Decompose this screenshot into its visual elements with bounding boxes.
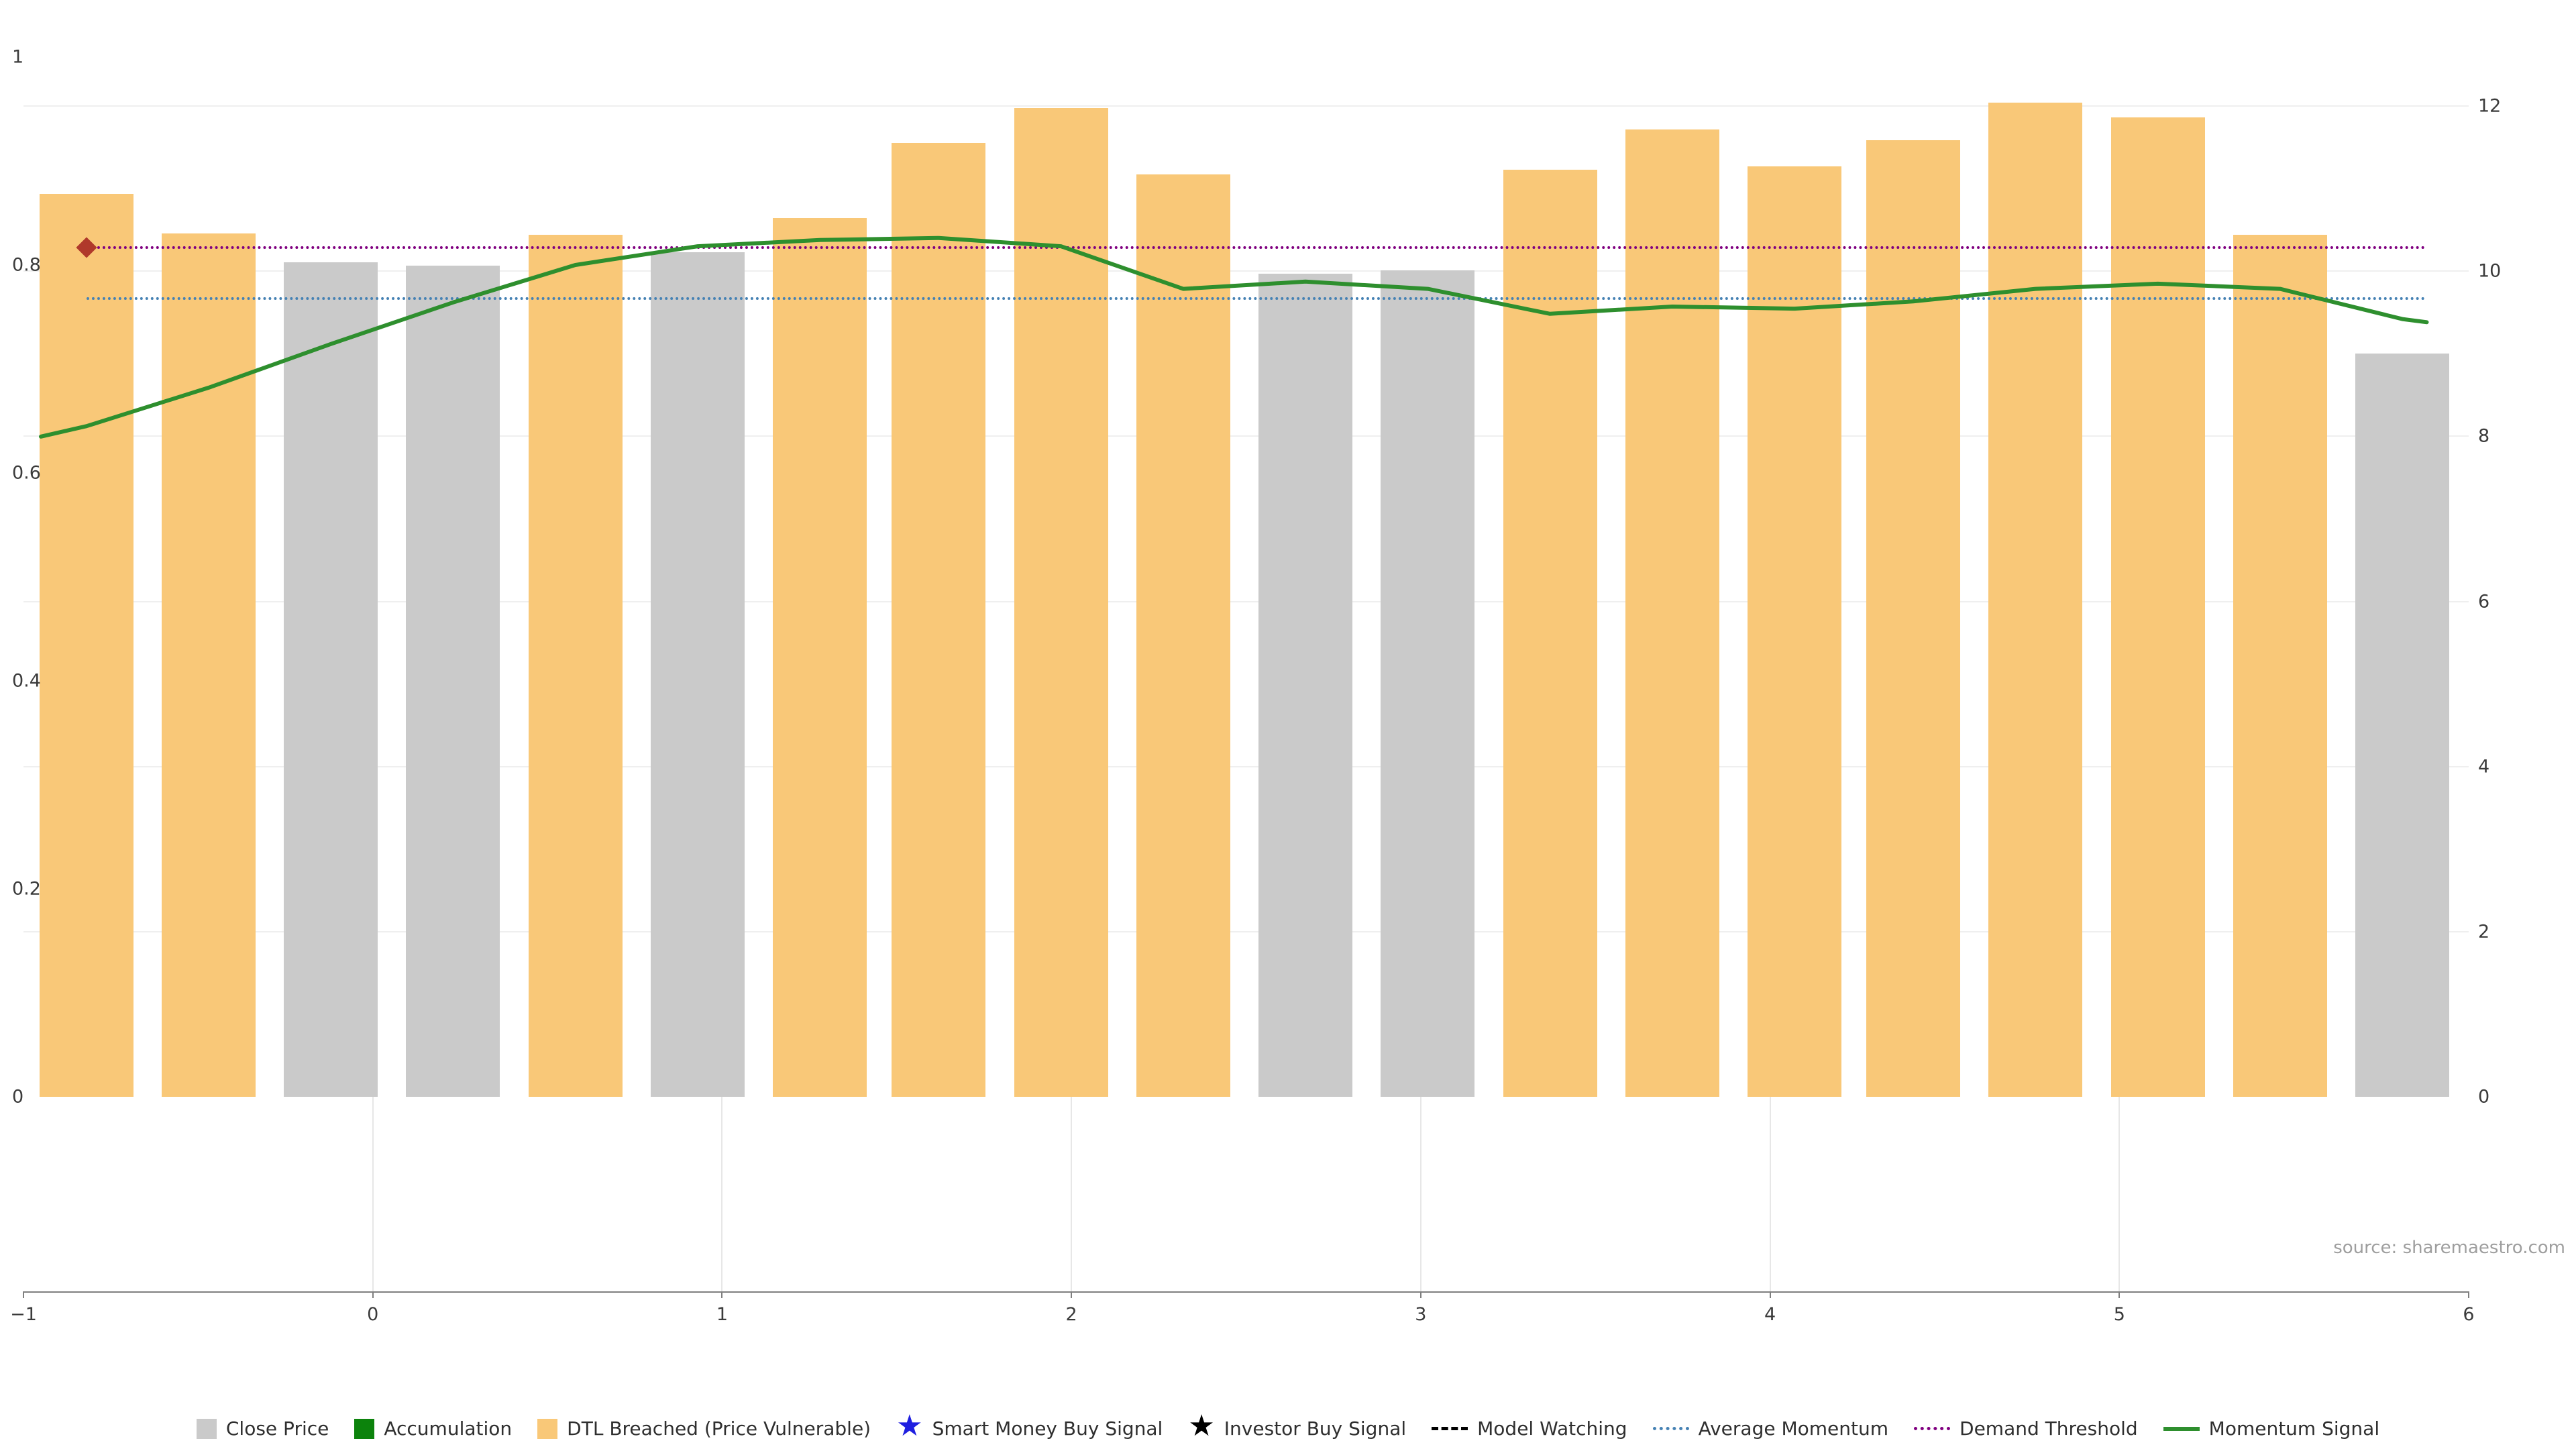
gridline-vertical bbox=[1419, 1097, 1421, 1291]
right-axis-tick-label: 10 bbox=[2478, 260, 2502, 282]
legend-label: Investor Buy Signal bbox=[1224, 1417, 1407, 1440]
bar-close-price bbox=[1258, 273, 1353, 1097]
legend-label: Model Watching bbox=[1477, 1417, 1627, 1440]
legend-swatch-dashed-model-watching bbox=[1432, 1427, 1468, 1430]
x-axis-tick-label: 0 bbox=[367, 1304, 379, 1325]
demand-threshold-line bbox=[86, 246, 2427, 249]
legend-item-momentum-signal: Momentum Signal bbox=[2163, 1417, 2379, 1440]
legend-swatch-dotted-average-momentum bbox=[1652, 1427, 1689, 1430]
bar-dtl-breached bbox=[1625, 129, 1719, 1097]
bar-dtl-breached bbox=[528, 235, 623, 1097]
x-axis-tick-label: 3 bbox=[1415, 1304, 1427, 1325]
left-axis-tick-label: 1 bbox=[12, 46, 24, 68]
x-axis-tick-mark bbox=[721, 1291, 723, 1298]
legend-item-investor-buy-signal: ★ Investor Buy Signal bbox=[1188, 1408, 1407, 1443]
legend-swatch-star-investor-buy-signal: ★ bbox=[1188, 1408, 1215, 1443]
bar-dtl-breached bbox=[1014, 107, 1108, 1097]
legend: Close Price Accumulation DTL Breached (Pri… bbox=[0, 1408, 2576, 1443]
bar-dtl-breached bbox=[1748, 166, 1842, 1097]
bar-close-price bbox=[650, 252, 745, 1097]
bar-close-price bbox=[284, 262, 378, 1097]
legend-item-model-watching: Model Watching bbox=[1432, 1417, 1627, 1440]
x-axis-tick-label: 1 bbox=[716, 1304, 729, 1325]
x-axis-tick-mark bbox=[23, 1291, 24, 1298]
bar-close-price bbox=[2355, 354, 2450, 1097]
legend-label: Demand Threshold bbox=[1960, 1417, 2138, 1440]
legend-swatch-dotted-demand-threshold bbox=[1914, 1427, 1951, 1430]
legend-label: Smart Money Buy Signal bbox=[932, 1417, 1163, 1440]
left-axis-tick-label: 0.6 bbox=[12, 462, 41, 484]
right-axis-tick-label: 0 bbox=[2478, 1086, 2490, 1108]
bar-dtl-breached bbox=[2233, 235, 2327, 1097]
x-axis-tick-mark bbox=[1419, 1291, 1421, 1298]
gridline-horizontal bbox=[23, 600, 2469, 602]
legend-swatch-square-accumulation bbox=[354, 1418, 375, 1439]
bar-dtl-breached bbox=[2110, 117, 2205, 1097]
legend-label: DTL Breached (Price Vulnerable) bbox=[567, 1417, 871, 1440]
left-axis-tick-label: 0.4 bbox=[12, 670, 41, 692]
legend-item-accumulation: Accumulation bbox=[354, 1417, 512, 1440]
bar-dtl-breached bbox=[892, 143, 986, 1097]
gridline-vertical bbox=[2118, 1097, 2121, 1291]
bar-dtl-breached bbox=[1866, 140, 1961, 1097]
left-axis-tick-label: 0 bbox=[12, 1086, 24, 1108]
bar-close-price bbox=[1381, 270, 1475, 1097]
source-note: source: sharemaestro.com bbox=[2333, 1238, 2565, 1258]
legend-item-average-momentum: Average Momentum bbox=[1652, 1417, 1889, 1440]
right-axis-tick-label: 6 bbox=[2478, 591, 2490, 612]
gridline-vertical bbox=[721, 1097, 723, 1291]
legend-label: Close Price bbox=[225, 1417, 329, 1440]
x-axis-tick-mark bbox=[1071, 1291, 1073, 1298]
bar-dtl-breached bbox=[39, 193, 133, 1097]
bar-dtl-breached bbox=[1136, 174, 1230, 1097]
gridline-vertical bbox=[1071, 1097, 1073, 1291]
right-axis-tick-label: 2 bbox=[2478, 921, 2490, 943]
gridline-horizontal bbox=[23, 105, 2469, 107]
left-axis-tick-label: 0.2 bbox=[12, 878, 41, 900]
x-axis-tick-label: 6 bbox=[2463, 1304, 2475, 1325]
legend-item-dtl-breached-price-vulnerable: DTL Breached (Price Vulnerable) bbox=[537, 1417, 871, 1440]
gridline-vertical bbox=[372, 1097, 374, 1291]
legend-swatch-star-smart-money-buy-signal: ★ bbox=[896, 1408, 923, 1443]
x-axis-spine bbox=[23, 1291, 2469, 1293]
bar-dtl-breached bbox=[1503, 169, 1597, 1097]
bar-dtl-breached bbox=[161, 233, 256, 1097]
legend-swatch-solid-momentum-signal bbox=[2163, 1426, 2200, 1431]
left-axis-tick-label: 0.8 bbox=[12, 254, 41, 276]
legend-swatch-square-dtl-breached-price-vulnerable bbox=[537, 1418, 558, 1439]
gridline-horizontal bbox=[23, 765, 2469, 767]
right-axis-tick-label: 12 bbox=[2478, 95, 2502, 117]
x-axis-tick-mark bbox=[372, 1291, 374, 1298]
average-momentum-line bbox=[86, 297, 2427, 300]
legend-item-demand-threshold: Demand Threshold bbox=[1914, 1417, 2138, 1440]
bar-close-price bbox=[406, 265, 500, 1097]
gridline-horizontal bbox=[23, 435, 2469, 437]
x-axis-tick-mark bbox=[2468, 1291, 2469, 1298]
x-axis-tick-mark bbox=[2118, 1291, 2121, 1298]
gridline-vertical bbox=[1769, 1097, 1771, 1291]
bar-dtl-breached bbox=[1988, 103, 2083, 1097]
x-axis-tick-label: −1 bbox=[10, 1304, 37, 1325]
right-axis-tick-label: 4 bbox=[2478, 756, 2490, 777]
legend-swatch-square-close-price bbox=[196, 1418, 217, 1439]
bar-dtl-breached bbox=[773, 218, 867, 1097]
legend-item-close-price: Close Price bbox=[196, 1417, 329, 1440]
right-axis-tick-label: 8 bbox=[2478, 425, 2490, 447]
gridline-horizontal bbox=[23, 270, 2469, 272]
legend-label: Accumulation bbox=[384, 1417, 513, 1440]
x-axis-tick-label: 4 bbox=[1764, 1304, 1776, 1325]
x-axis-tick-mark bbox=[1769, 1291, 1771, 1298]
legend-label: Average Momentum bbox=[1698, 1417, 1889, 1440]
legend-label: Momentum Signal bbox=[2208, 1417, 2380, 1440]
gridline-horizontal bbox=[23, 930, 2469, 932]
x-axis-tick-label: 5 bbox=[2113, 1304, 2125, 1325]
legend-item-smart-money-buy-signal: ★ Smart Money Buy Signal bbox=[896, 1408, 1163, 1443]
x-axis-tick-label: 2 bbox=[1065, 1304, 1077, 1325]
